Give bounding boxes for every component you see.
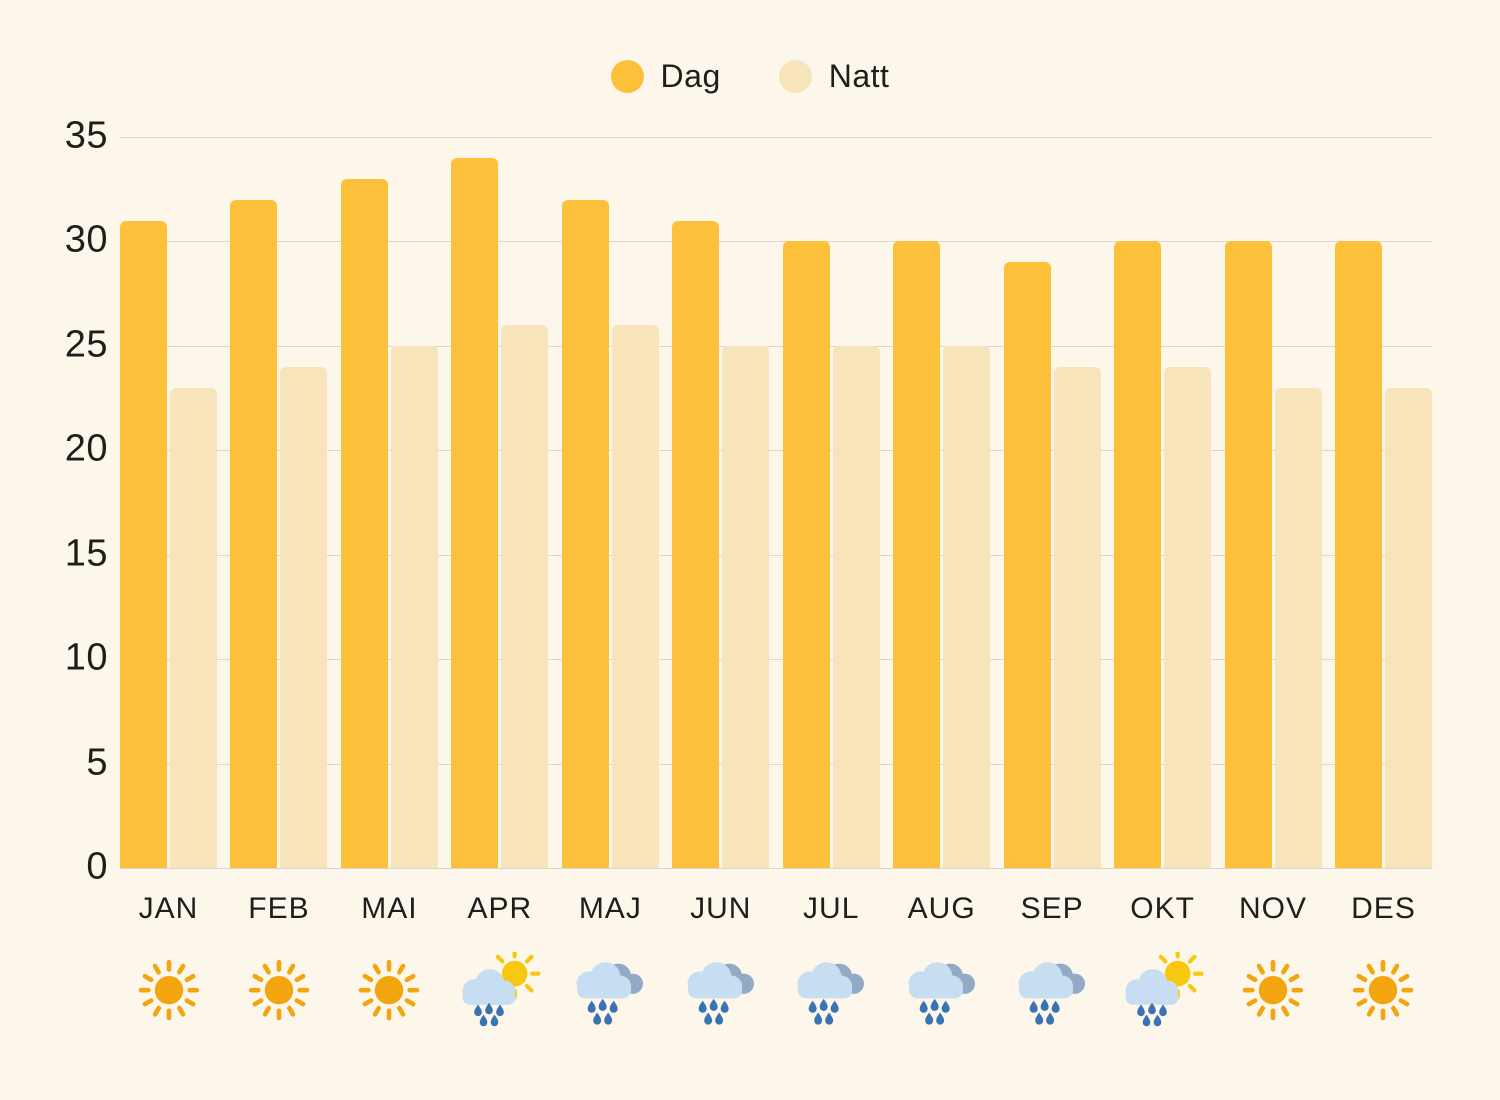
bar-dag-aug	[893, 241, 941, 868]
bar-dag-des	[1334, 241, 1382, 868]
bar-group-jun	[672, 137, 770, 868]
x-tick-label-nov: NOV	[1239, 892, 1308, 925]
x-tick-label-okt: OKT	[1130, 892, 1195, 925]
y-tick-label-15: 15	[64, 532, 108, 575]
rain-icon	[1004, 952, 1101, 1032]
y-tick-label-20: 20	[64, 427, 108, 470]
y-tick-label-30: 30	[64, 219, 108, 262]
x-tick-label-jul: JUL	[803, 892, 860, 925]
legend-label-dag: Dag	[660, 58, 721, 94]
x-tick-label-maj: MAJ	[578, 892, 642, 925]
bar-dag-okt	[1114, 241, 1162, 868]
bar-group-feb	[230, 137, 328, 868]
x-tick-label-apr: APR	[467, 892, 533, 925]
chart-legend: Dag Natt	[0, 58, 1500, 95]
bar-natt-des	[1384, 387, 1432, 868]
gridline-30	[120, 241, 1432, 243]
rain-icon	[783, 952, 880, 1032]
x-tick-label-sep: SEP	[1020, 892, 1084, 925]
y-tick-label-35: 35	[64, 114, 108, 157]
bar-natt-feb	[280, 366, 328, 868]
bar-dag-nov	[1224, 241, 1272, 868]
rain-icon	[672, 952, 769, 1032]
y-axis: 35 30 25 20 15 10 5 0	[0, 115, 108, 888]
gridline-10	[120, 659, 1432, 661]
x-tick-label-des: DES	[1351, 892, 1416, 925]
bar-natt-mai	[390, 345, 438, 868]
bar-groups	[120, 137, 1432, 868]
bar-dag-jul	[782, 241, 830, 868]
bar-natt-nov	[1274, 387, 1322, 868]
bar-natt-sep	[1053, 366, 1101, 868]
bar-dag-apr	[451, 157, 499, 868]
gridline-15	[120, 554, 1432, 556]
legend-dot-natt	[778, 60, 812, 93]
x-tick-label-aug: AUG	[907, 892, 976, 925]
bar-dag-feb	[230, 199, 278, 868]
legend-label-natt: Natt	[828, 58, 890, 94]
plot-area	[120, 137, 1432, 869]
legend-item-dag: Dag	[610, 58, 721, 95]
bar-natt-jun	[722, 345, 770, 868]
bar-group-maj	[561, 137, 659, 868]
x-tick-label-mai: MAI	[361, 892, 418, 925]
sun-icon	[120, 952, 217, 1032]
bar-dag-sep	[1003, 262, 1051, 868]
gridlines	[120, 137, 1432, 869]
legend-item-natt: Natt	[778, 58, 890, 95]
bar-group-aug	[893, 137, 991, 868]
gridline-20	[120, 450, 1432, 452]
x-tick-label-feb: FEB	[248, 892, 310, 925]
legend-dot-dag	[610, 60, 644, 93]
bar-group-des	[1334, 137, 1432, 868]
bar-group-nov	[1224, 137, 1322, 868]
x-tick-label-jan: JAN	[138, 892, 199, 925]
sun-shower-icon	[451, 952, 548, 1032]
bar-dag-jun	[672, 220, 720, 868]
rain-icon	[893, 952, 990, 1032]
gridline-0	[120, 868, 1432, 869]
sun-icon	[1225, 952, 1322, 1032]
bar-group-jan	[120, 137, 217, 868]
bar-dag-maj	[561, 199, 609, 868]
y-tick-label-0: 0	[86, 845, 108, 888]
bar-natt-aug	[943, 345, 991, 868]
bar-natt-jan	[170, 387, 217, 868]
bar-dag-mai	[340, 178, 388, 868]
y-tick-label-5: 5	[86, 741, 108, 784]
bar-natt-okt	[1164, 366, 1212, 868]
y-tick-label-25: 25	[64, 323, 108, 366]
bar-dag-jan	[120, 220, 167, 868]
gridline-5	[120, 763, 1432, 765]
bar-natt-maj	[611, 324, 659, 868]
bar-group-okt	[1114, 137, 1212, 868]
y-tick-label-10: 10	[64, 636, 108, 679]
bar-natt-jul	[832, 345, 880, 868]
rain-icon	[562, 952, 659, 1032]
x-axis: JAN FEB MAI APR MAJ JUN JUL AUG SEP OKT NOV DES	[120, 892, 1432, 926]
bar-group-jul	[782, 137, 880, 868]
sun-icon	[1335, 952, 1432, 1032]
gridline-25	[120, 345, 1432, 347]
x-tick-label-jun: JUN	[690, 892, 752, 925]
bar-group-mai	[340, 137, 438, 868]
gridline-35	[120, 137, 1432, 138]
bar-group-sep	[1003, 137, 1101, 868]
bar-group-apr	[451, 137, 549, 868]
bar-natt-apr	[501, 324, 549, 868]
sun-icon	[341, 952, 438, 1032]
sun-shower-icon	[1114, 952, 1211, 1032]
sun-icon	[230, 952, 327, 1032]
weather-icons-row	[120, 952, 1432, 1032]
